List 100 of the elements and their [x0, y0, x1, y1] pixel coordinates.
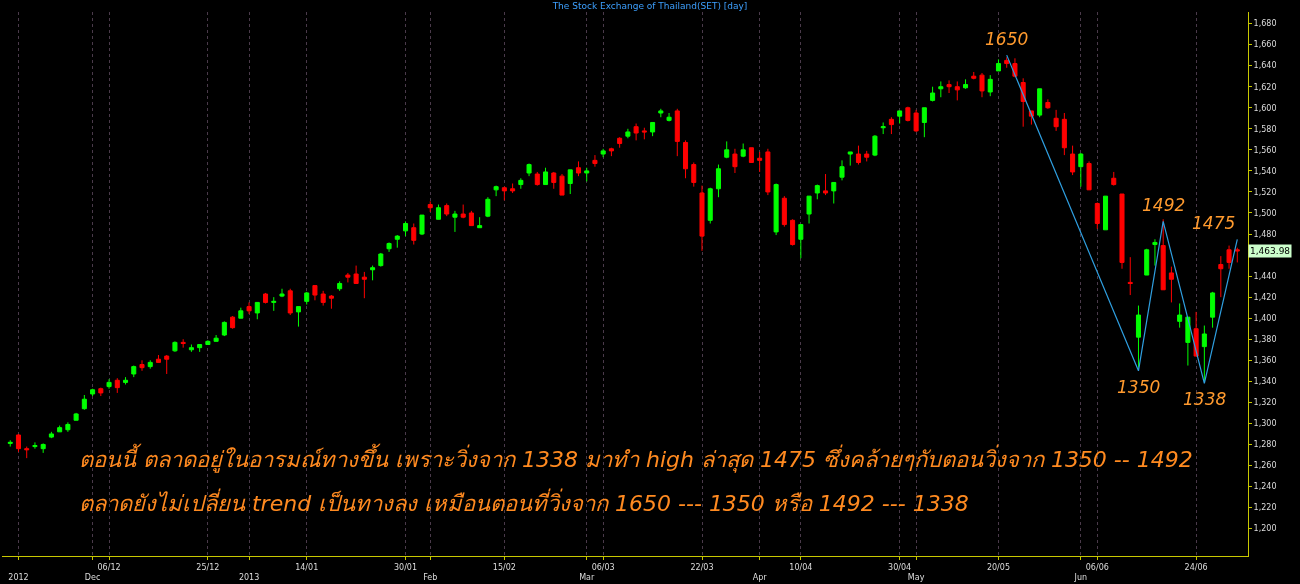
candlestick	[131, 365, 137, 378]
candlestick	[683, 139, 689, 179]
candlestick	[1177, 302, 1183, 329]
candlestick	[773, 183, 779, 236]
x-tick-label: Dec	[84, 573, 101, 582]
candlestick	[617, 136, 623, 149]
candlestick	[608, 148, 614, 157]
candlestick	[1210, 291, 1216, 329]
candlestick	[123, 376, 129, 385]
candlestick	[575, 160, 581, 177]
x-tick-label: 10/04	[789, 562, 813, 572]
candlestick	[699, 185, 705, 252]
candlestick	[328, 295, 334, 310]
candlestick	[238, 307, 244, 319]
y-tick-label: 1,400	[1253, 314, 1277, 323]
candlestick	[995, 58, 1001, 72]
candlestick	[913, 109, 919, 133]
candlestick	[452, 210, 458, 233]
candlestick	[823, 173, 829, 196]
x-tick-label: May	[907, 573, 925, 582]
candlestick	[518, 177, 524, 190]
candlestick	[1168, 266, 1174, 303]
candlestick	[534, 171, 540, 187]
candlestick	[946, 79, 952, 94]
x-tick-label: 25/12	[196, 562, 220, 572]
y-tick-label: 1,480	[1253, 229, 1277, 239]
candlestick	[304, 291, 310, 306]
candlestick	[979, 72, 985, 98]
candlestick	[954, 80, 960, 101]
candlestick	[221, 320, 227, 337]
y-tick-label: 1,580	[1253, 124, 1277, 134]
candlestick	[361, 271, 367, 299]
candlestick	[188, 344, 194, 353]
candlestick	[32, 441, 38, 450]
y-tick-label: 1,520	[1253, 187, 1277, 197]
candlestick	[864, 150, 870, 162]
candlestick	[1086, 160, 1092, 191]
candlestick	[460, 204, 466, 219]
candlestick	[600, 148, 606, 158]
candlestick	[1152, 238, 1158, 267]
candlestick	[378, 252, 384, 268]
candlestick	[1218, 255, 1224, 298]
candlestick	[230, 315, 236, 330]
y-tick-label: 1,660	[1253, 40, 1277, 50]
candlestick	[963, 78, 969, 89]
candlestick	[15, 433, 21, 453]
candlestick	[543, 167, 549, 186]
data-label: 1492	[1142, 195, 1186, 215]
candlestick	[287, 288, 293, 316]
candlestick	[320, 290, 326, 307]
candlestick	[839, 159, 845, 181]
candlestick	[641, 127, 647, 140]
candlestick	[48, 431, 54, 439]
y-tick-label: 1,500	[1253, 208, 1277, 218]
candlestick	[592, 154, 598, 168]
y-tick-label: 1,260	[1253, 461, 1277, 471]
candlestick	[666, 112, 672, 121]
x-tick-label: 06/06	[1085, 562, 1109, 572]
y-tick-label: 1,240	[1253, 482, 1277, 492]
candlestick	[1127, 256, 1133, 296]
candlestick	[1144, 248, 1150, 276]
x-tick-label: 06/03	[591, 562, 615, 572]
candlestick	[567, 169, 573, 195]
y-tick-label: 1,220	[1253, 503, 1277, 513]
candlestick	[526, 163, 532, 177]
candlestick	[1094, 201, 1100, 230]
candlestick	[394, 234, 400, 249]
data-label: 1350	[1117, 377, 1161, 397]
candlestick	[831, 181, 837, 204]
candlestick	[254, 301, 260, 320]
y-tick-label: 1,380	[1253, 335, 1277, 345]
candlestick	[485, 196, 491, 218]
y-tick-label: 1,280	[1253, 440, 1277, 450]
x-tick-label: 22/03	[690, 562, 714, 572]
candlestick	[493, 185, 499, 197]
candlestick	[650, 121, 656, 137]
candlestick	[263, 292, 269, 304]
candlestick	[435, 204, 441, 220]
x-tick-label: 20/05	[986, 562, 1010, 572]
candlestick	[1135, 305, 1141, 369]
candlestick	[370, 265, 376, 281]
candlestick	[1226, 245, 1232, 270]
x-tick-label: 2013	[238, 573, 260, 582]
candlestick	[1045, 98, 1051, 110]
candlestick	[1103, 195, 1109, 231]
annotation: ตลาดยังไม่เปลี่ยน trend เป็นทางลง เหมือนตอนที่วิ่งจาก 1650 --- 1350 หรือ 1492 --- 1338	[79, 488, 969, 516]
candlestick	[386, 241, 392, 253]
data-label: 1650	[985, 29, 1029, 49]
candlestick	[40, 442, 46, 454]
candlestick	[757, 151, 763, 173]
candlestick	[1061, 112, 1067, 156]
candlestick	[732, 148, 738, 174]
y-tick-label: 1,640	[1253, 61, 1277, 71]
candlestick	[468, 210, 474, 227]
candlestick	[658, 108, 664, 118]
candlestick	[806, 195, 812, 224]
chart-title: The Stock Exchange of Thailand(SET) [day]	[551, 1, 748, 12]
candlestick	[155, 354, 161, 363]
candlestick	[707, 187, 713, 224]
candlestick	[501, 187, 507, 201]
